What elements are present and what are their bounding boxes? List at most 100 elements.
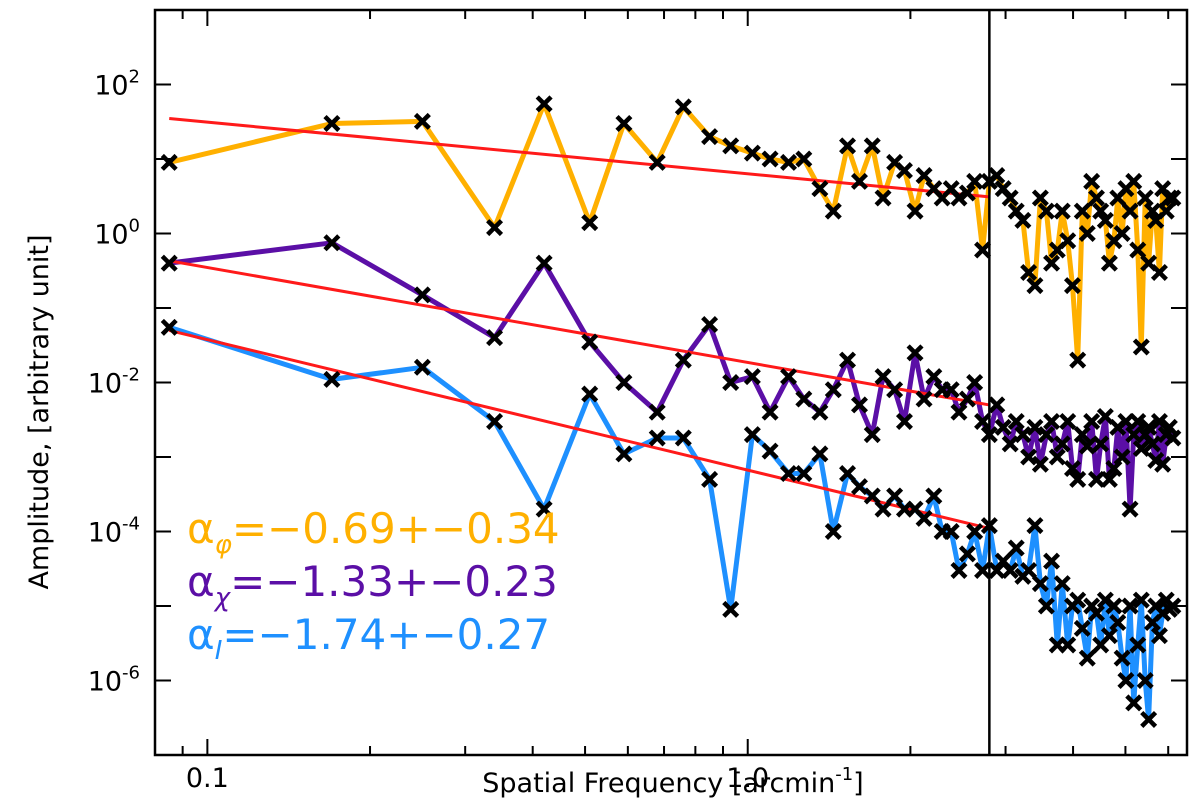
marker-I	[701, 470, 719, 488]
y-tick-label: 10-2	[88, 365, 140, 400]
marker-chi	[1117, 412, 1135, 430]
marker-I	[535, 500, 553, 518]
legend-entry-2: αχ=−1.33+−0.23	[187, 557, 558, 613]
y-tick-label-base: 10	[94, 71, 128, 102]
marker-chi	[1001, 435, 1019, 453]
marker-phi	[1129, 241, 1147, 259]
marker-I	[722, 600, 740, 618]
marker-phi	[1136, 189, 1154, 207]
marker-phi	[1092, 202, 1110, 220]
marker-chi	[811, 403, 829, 421]
marker-phi	[974, 241, 992, 259]
y-tick-label-exponent: -6	[122, 663, 140, 684]
marker-I	[1125, 694, 1143, 712]
marker-phi	[413, 112, 431, 130]
marker-chi	[1154, 455, 1172, 473]
x-tick-label: 1.0	[726, 763, 769, 794]
y-tick-label: 10-4	[88, 514, 140, 549]
marker-I	[1121, 597, 1139, 615]
y-tick-label-exponent: 2	[129, 67, 140, 88]
marker-chi	[1092, 435, 1110, 453]
fit-lines-layer	[168, 116, 990, 530]
marker-phi	[958, 184, 976, 202]
marker-I	[1037, 597, 1055, 615]
marker-chi	[1043, 412, 1061, 430]
marker-I	[1136, 672, 1154, 689]
marker-phi	[1096, 211, 1114, 229]
marker-I	[1059, 636, 1077, 654]
marker-phi	[895, 162, 913, 180]
marker-phi	[743, 144, 761, 162]
marker-I	[863, 487, 881, 505]
x-axis-title-main: Spatial Frequency [arcmin	[482, 768, 835, 799]
legend-entry-3: αI=−1.74+−0.27	[187, 610, 550, 666]
marker-chi	[886, 381, 904, 399]
marker-chi	[743, 368, 761, 386]
marker-chi	[974, 412, 992, 430]
marker-I	[925, 487, 943, 505]
marker-I	[974, 561, 992, 579]
marker-chi	[874, 368, 892, 386]
marker-phi	[811, 180, 829, 198]
y-tick-label: 102	[94, 67, 140, 102]
marker-I	[1053, 575, 1071, 593]
marker-I	[1026, 517, 1044, 535]
marker-I	[1078, 649, 1096, 667]
marker-I	[958, 545, 976, 563]
marker-chi	[1143, 435, 1161, 453]
marker-phi	[906, 202, 924, 220]
marker-phi	[780, 153, 798, 171]
marker-I	[1073, 619, 1091, 637]
marker-chi	[323, 234, 341, 252]
marker-chi	[780, 368, 798, 386]
legend-subscript: I	[215, 636, 223, 666]
marker-chi	[850, 396, 868, 414]
marker-chi	[1105, 460, 1123, 478]
marker-chi	[988, 396, 1006, 414]
y-tick-label-exponent: 0	[129, 216, 140, 237]
legend-value: =−0.69+−0.34	[232, 504, 560, 553]
marker-chi	[895, 412, 913, 430]
marker-I	[743, 426, 761, 444]
legend-value: =−1.74+−0.27	[222, 610, 550, 659]
x-axis-title: Spatial Frequency [arcmin-1]	[482, 764, 863, 799]
marker-chi	[1037, 426, 1055, 444]
marker-chi	[1020, 448, 1038, 466]
marker-chi	[906, 344, 924, 362]
marker-phi	[1069, 351, 1087, 369]
marker-I	[1007, 539, 1025, 557]
marker-phi	[824, 202, 842, 220]
marker-phi	[1031, 189, 1049, 207]
marker-phi	[486, 219, 504, 237]
marker-phi	[1073, 202, 1091, 220]
marker-I	[1113, 649, 1131, 667]
marker-I	[1109, 614, 1127, 632]
marker-I	[1132, 591, 1150, 609]
legend-subscript: χ	[213, 583, 232, 613]
marker-phi	[1037, 202, 1055, 220]
marker-phi	[839, 137, 857, 155]
marker-chi	[413, 286, 431, 304]
marker-chi	[824, 381, 842, 399]
marker-chi	[1031, 455, 1049, 473]
marker-chi	[1113, 448, 1131, 466]
marker-phi	[1026, 277, 1044, 295]
marker-chi	[648, 403, 666, 421]
marker-chi	[160, 254, 178, 272]
marker-phi	[863, 137, 881, 155]
marker-phi	[966, 172, 984, 190]
marker-chi	[1069, 470, 1087, 488]
marker-I	[886, 487, 904, 505]
marker-chi	[535, 254, 553, 272]
legend-subscript: φ	[215, 530, 232, 560]
marker-chi	[674, 351, 692, 369]
marker-chi	[1160, 418, 1178, 436]
marker-chi	[1078, 437, 1096, 455]
marker-phi	[674, 98, 692, 116]
marker-phi	[950, 189, 968, 207]
marker-phi	[1164, 189, 1182, 207]
y-tick-label-exponent: -2	[122, 365, 140, 386]
marker-chi	[486, 329, 504, 347]
